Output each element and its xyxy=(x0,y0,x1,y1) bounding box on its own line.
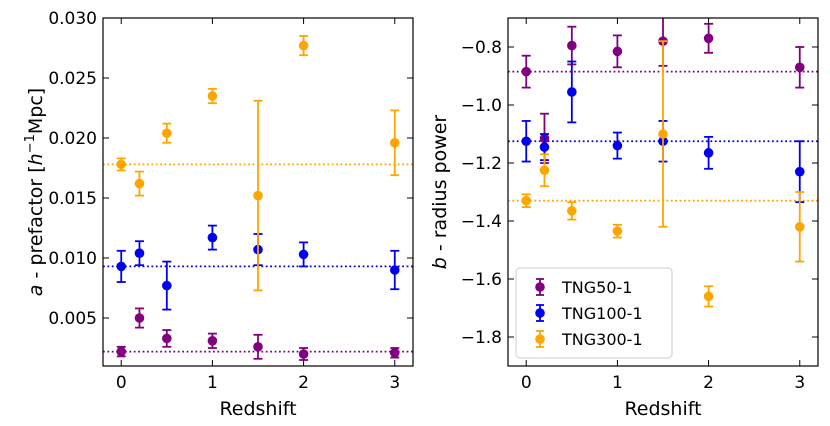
right-point-TNG50-1-2 xyxy=(567,40,577,51)
left-point-TNG300-1-5 xyxy=(298,40,309,51)
left-y-label-symbol: a xyxy=(25,285,47,297)
left-point-TNG50-1-0 xyxy=(116,346,127,357)
legend: TNG50-1 TNG100-1 TNG300-1 xyxy=(515,267,673,359)
right-point-TNG50-1-5 xyxy=(703,33,714,44)
right-ytick-label-1: −1.6 xyxy=(461,270,502,290)
left-clipped-group xyxy=(103,35,413,361)
right-panel: 0 1 2 3 −1.8 −1.6 −1.4 −1.2 −1.0 −0.8 Redshift b … xyxy=(429,17,819,420)
left-point-TNG100-1-5 xyxy=(298,249,309,260)
left-point-TNG50-1-1 xyxy=(134,313,145,323)
left-point-TNG100-1-0 xyxy=(116,261,127,272)
left-panel: 0 1 2 3 0.005 0.010 0.015 0.020 0.025 0.030 Redsh… xyxy=(23,9,414,420)
left-point-TNG100-1-2 xyxy=(162,280,172,291)
left-plot-frame xyxy=(102,17,414,367)
right-xtick-label-0: 0 xyxy=(521,373,532,393)
left-point-TNG50-1-3 xyxy=(207,336,218,346)
left-ytick-label-4: 0.025 xyxy=(48,69,97,89)
right-point-TNG50-1-6 xyxy=(794,62,805,73)
left-ticks: 0 1 2 3 0.005 0.010 0.015 0.020 0.025 0.030 xyxy=(48,9,413,393)
right-ytick-label-4: −1.0 xyxy=(461,96,502,116)
left-point-TNG50-1-2 xyxy=(162,333,172,344)
right-point-TNG100-1-1 xyxy=(539,142,550,152)
left-y-label-unit-rest: Mpc] xyxy=(25,88,47,134)
right-ytick-label-2: −1.4 xyxy=(461,212,502,232)
legend-marker-TNG50-1 xyxy=(535,282,545,292)
right-plot-data xyxy=(508,18,818,308)
left-point-TNG300-1-2 xyxy=(162,128,172,138)
left-y-label-text: - prefactor [ xyxy=(25,165,47,284)
left-point-TNG50-1-4 xyxy=(253,342,263,352)
left-xtick-label-0: 0 xyxy=(116,373,127,393)
right-point-TNG100-1-2 xyxy=(567,87,577,97)
legend-entries: TNG50-1 TNG100-1 TNG300-1 xyxy=(535,278,643,349)
left-ytick-label-3: 0.020 xyxy=(48,129,97,149)
right-point-TNG50-1-3 xyxy=(612,46,623,57)
left-ytick-label-1: 0.010 xyxy=(48,249,97,269)
right-ytick-label-5: −0.8 xyxy=(461,38,502,58)
left-point-TNG50-1-6 xyxy=(389,348,400,358)
right-point-TNG100-1-0 xyxy=(521,136,532,147)
legend-box xyxy=(515,267,673,359)
left-ytick-label-2: 0.015 xyxy=(48,189,97,209)
right-ytick-label-0: −1.8 xyxy=(461,328,502,348)
right-x-axis-label: Redshift xyxy=(624,398,701,420)
left-point-TNG100-1-6 xyxy=(389,265,400,275)
left-y-label-unit-h: h xyxy=(25,153,47,165)
right-ytick-label-3: −1.2 xyxy=(461,154,502,174)
right-clipped-group xyxy=(508,18,818,308)
right-point-TNG100-1-6 xyxy=(794,166,805,177)
legend-label-TNG300-1: TNG300-1 xyxy=(561,330,643,349)
right-xtick-label-2: 2 xyxy=(703,373,714,393)
left-point-TNG50-1-5 xyxy=(298,349,309,359)
right-y-axis-label: b - radius power xyxy=(429,115,451,270)
legend-marker-TNG100-1 xyxy=(535,308,545,318)
left-point-TNG100-1-1 xyxy=(134,248,145,258)
right-xtick-label-3: 3 xyxy=(794,373,805,393)
left-plot-data xyxy=(103,35,413,361)
left-point-TNG100-1-3 xyxy=(207,232,218,243)
left-ytick-label-5: 0.030 xyxy=(48,9,97,29)
legend-marker-TNG300-1 xyxy=(535,334,545,344)
right-y-label-symbol: b xyxy=(429,257,451,269)
right-point-TNG100-1-3 xyxy=(612,140,623,151)
left-point-TNG300-1-0 xyxy=(116,159,127,170)
right-point-TNG300-1-4 xyxy=(658,129,668,139)
left-point-TNG300-1-4 xyxy=(253,190,263,201)
left-y-label-unit-exp: −1 xyxy=(23,134,38,153)
right-point-TNG300-1-6 xyxy=(794,222,805,232)
left-point-TNG300-1-3 xyxy=(207,91,218,101)
right-xtick-label-1: 1 xyxy=(612,373,623,393)
left-xtick-label-1: 1 xyxy=(207,373,218,393)
right-plot-frame xyxy=(507,17,819,367)
right-point-TNG300-1-2 xyxy=(567,206,577,216)
left-point-TNG300-1-6 xyxy=(389,138,400,148)
left-ytick-label-0: 0.005 xyxy=(48,309,97,329)
right-y-label-text: - radius power xyxy=(429,115,451,258)
right-ticks: 0 1 2 3 −1.8 −1.6 −1.4 −1.2 −1.0 −0.8 xyxy=(461,18,818,393)
right-point-TNG300-1-1 xyxy=(539,165,550,176)
left-point-TNG300-1-1 xyxy=(134,178,145,189)
left-xtick-label-2: 2 xyxy=(298,373,309,393)
right-point-TNG50-1-0 xyxy=(521,66,532,77)
right-point-TNG300-1-5 xyxy=(703,291,714,302)
left-y-axis-label: a - prefactor [h−1Mpc] xyxy=(23,88,47,296)
right-point-TNG100-1-5 xyxy=(703,148,714,158)
legend-label-TNG100-1: TNG100-1 xyxy=(561,304,643,323)
right-point-TNG300-1-0 xyxy=(521,195,532,206)
left-x-axis-label: Redshift xyxy=(219,398,296,420)
right-point-TNG300-1-3 xyxy=(612,226,623,236)
legend-label-TNG50-1: TNG50-1 xyxy=(561,278,632,297)
left-xtick-label-3: 3 xyxy=(389,373,400,393)
